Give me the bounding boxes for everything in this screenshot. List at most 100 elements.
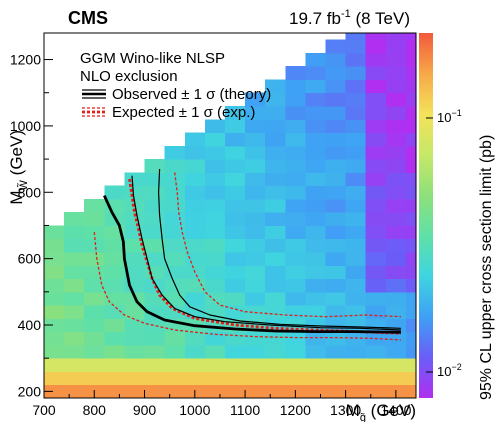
- heatmap-cell: [104, 278, 125, 293]
- heatmap-cell: [245, 119, 266, 134]
- expected-plus-1sigma-line: [93, 232, 401, 341]
- heatmap-cell: [285, 252, 306, 266]
- y-axis-ticks: 200 400 600 800 1000 1200: [10, 52, 53, 399]
- colorbar-tick-label-top: 10−1: [437, 108, 462, 125]
- heatmap-cell: [265, 225, 286, 240]
- heatmap-cell: [124, 172, 146, 187]
- heatmap-cell: [345, 52, 367, 67]
- heatmap-cell: [345, 291, 367, 306]
- heatmap-cell: [285, 92, 306, 107]
- heatmap-cell: [124, 331, 146, 346]
- heatmap-cell: [305, 185, 327, 200]
- heatmap-cell: [184, 172, 206, 187]
- heatmap-cell: [265, 238, 286, 253]
- heatmap-cell: [84, 305, 105, 319]
- heatmap-cell: [44, 305, 65, 319]
- heatmap-cell: [385, 106, 407, 120]
- heatmap-cell: [184, 252, 206, 266]
- heatmap-cell: [365, 318, 387, 333]
- heatmap-cell: [325, 185, 347, 200]
- heatmap-cell: [124, 358, 146, 372]
- heatmap-cell: [285, 371, 306, 386]
- heatmap-cell: [104, 185, 125, 200]
- heatmap-cell: [124, 371, 146, 386]
- heatmap-cell: [405, 265, 417, 280]
- heatmap-cell: [245, 159, 266, 173]
- heatmap-cell: [285, 305, 306, 319]
- heatmap-cell: [345, 66, 367, 80]
- heatmap-cell: [204, 265, 226, 280]
- heatmap-cell: [184, 159, 206, 173]
- heatmap-cell: [365, 265, 387, 280]
- heatmap-cell: [405, 344, 417, 359]
- heatmap-cell: [124, 318, 146, 333]
- heatmap-cell: [144, 305, 166, 319]
- heatmap-cell: [365, 252, 387, 266]
- heatmap-cell: [345, 119, 367, 134]
- heatmap-cell: [345, 384, 367, 399]
- heatmap-cell: [44, 344, 65, 359]
- heatmap-cell: [365, 305, 387, 319]
- heatmap-cell: [184, 225, 206, 240]
- heatmap-cell: [124, 238, 146, 253]
- heatmap-cell: [265, 132, 286, 147]
- heatmap-cell: [305, 371, 327, 386]
- heatmap-cell: [84, 291, 105, 306]
- heatmap-cell: [64, 344, 85, 359]
- heatmap-cell: [224, 305, 246, 319]
- heatmap-cell: [245, 238, 266, 253]
- heatmap-cell: [325, 384, 347, 399]
- heatmap-cell: [345, 185, 367, 200]
- heatmap-cell: [285, 106, 306, 120]
- heatmap-cell: [64, 265, 85, 280]
- heatmap-cell: [405, 291, 417, 306]
- heatmap-cell: [204, 172, 226, 187]
- heatmap-cell: [64, 278, 85, 293]
- observed-plus-1sigma-line: [131, 175, 401, 331]
- heatmap-cell: [184, 291, 206, 306]
- heatmap-cell: [325, 52, 347, 67]
- y-tick-label: 800: [18, 184, 42, 200]
- heatmap-cell: [164, 371, 186, 386]
- heatmap-cell: [345, 33, 367, 41]
- heatmap-cell: [285, 212, 306, 226]
- heatmap-cell: [365, 238, 387, 253]
- heatmap-cell: [84, 344, 105, 359]
- heatmap-cell: [365, 371, 387, 386]
- heatmap-cell: [365, 52, 387, 67]
- heatmap-cell: [224, 225, 246, 240]
- heatmap-cell: [385, 225, 407, 240]
- heatmap-cell: [405, 159, 417, 173]
- colorbar-tick-label-bottom: 10−2: [437, 362, 462, 379]
- heatmap-cell: [144, 159, 166, 173]
- heatmap-cell: [204, 291, 226, 306]
- heatmap-cell: [44, 278, 65, 293]
- heatmap-cell: [325, 344, 347, 359]
- heatmap-cell: [184, 331, 206, 346]
- heatmap-cell: [285, 66, 306, 80]
- heatmap-cell: [64, 252, 85, 266]
- heatmap-cell: [325, 198, 347, 213]
- heatmap-cell: [305, 212, 327, 226]
- heatmap-cell: [325, 66, 347, 80]
- heatmap-cell: [144, 278, 166, 293]
- heatmap-cell: [164, 238, 186, 253]
- heatmap-cell: [305, 331, 327, 346]
- heatmap-cell: [365, 79, 387, 94]
- heatmap-cell: [44, 238, 65, 253]
- heatmap-cell: [345, 252, 367, 266]
- heatmap-cell: [405, 106, 417, 120]
- heatmap-cell: [164, 252, 186, 266]
- heatmap-cell: [325, 132, 347, 147]
- heatmap-cell: [285, 198, 306, 213]
- heatmap-cell: [204, 371, 226, 386]
- heatmap-cell: [385, 252, 407, 266]
- heatmap-cell: [184, 238, 206, 253]
- heatmap-cell: [44, 225, 65, 240]
- heatmap-cell: [405, 212, 417, 226]
- heatmap-cell: [305, 198, 327, 213]
- heatmap-cell: [285, 278, 306, 293]
- legend-expected-swatch: [82, 107, 106, 117]
- heatmap-cell: [144, 212, 166, 226]
